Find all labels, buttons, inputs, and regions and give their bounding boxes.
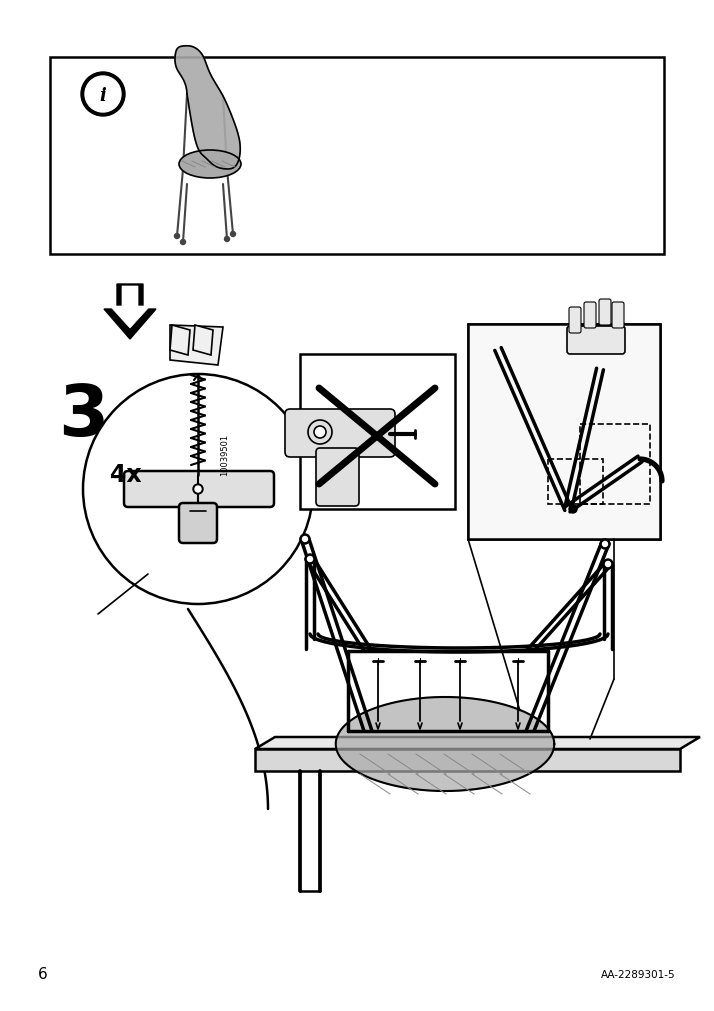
FancyBboxPatch shape xyxy=(179,503,217,544)
FancyBboxPatch shape xyxy=(569,307,581,334)
Circle shape xyxy=(603,542,608,547)
Circle shape xyxy=(85,77,121,113)
Circle shape xyxy=(81,73,125,117)
Bar xyxy=(468,325,660,540)
Polygon shape xyxy=(468,325,660,540)
Ellipse shape xyxy=(179,151,241,179)
FancyBboxPatch shape xyxy=(599,299,611,326)
Bar xyxy=(548,460,603,504)
Bar xyxy=(468,325,660,540)
Polygon shape xyxy=(170,326,223,366)
FancyBboxPatch shape xyxy=(612,302,624,329)
Circle shape xyxy=(308,557,313,562)
Circle shape xyxy=(231,233,236,238)
Circle shape xyxy=(600,540,610,549)
Circle shape xyxy=(314,427,326,439)
Circle shape xyxy=(224,238,229,243)
Bar xyxy=(580,425,650,504)
FancyBboxPatch shape xyxy=(316,449,359,507)
Circle shape xyxy=(603,559,613,569)
Polygon shape xyxy=(104,285,156,340)
Text: i: i xyxy=(99,87,106,105)
Circle shape xyxy=(195,486,201,492)
Circle shape xyxy=(174,235,179,240)
FancyBboxPatch shape xyxy=(124,471,274,508)
Circle shape xyxy=(83,375,313,605)
Polygon shape xyxy=(170,326,190,356)
Text: AA-2289301-5: AA-2289301-5 xyxy=(601,969,676,979)
Circle shape xyxy=(300,535,310,545)
Circle shape xyxy=(193,484,203,494)
Bar xyxy=(300,355,455,510)
Circle shape xyxy=(605,562,610,567)
Polygon shape xyxy=(255,749,680,771)
Text: 10039501: 10039501 xyxy=(220,434,229,475)
Polygon shape xyxy=(255,737,700,749)
FancyBboxPatch shape xyxy=(584,302,596,329)
Polygon shape xyxy=(110,287,150,329)
Circle shape xyxy=(305,554,315,564)
Text: 4x: 4x xyxy=(110,463,141,486)
Text: 6: 6 xyxy=(38,967,48,982)
FancyBboxPatch shape xyxy=(567,327,625,355)
Circle shape xyxy=(308,421,332,445)
Polygon shape xyxy=(193,326,213,356)
FancyBboxPatch shape xyxy=(285,409,395,458)
Polygon shape xyxy=(175,47,240,170)
Bar xyxy=(50,58,664,255)
Text: 3: 3 xyxy=(58,381,109,451)
Circle shape xyxy=(569,506,577,514)
Polygon shape xyxy=(336,698,554,792)
Circle shape xyxy=(303,537,308,542)
Circle shape xyxy=(181,241,186,246)
